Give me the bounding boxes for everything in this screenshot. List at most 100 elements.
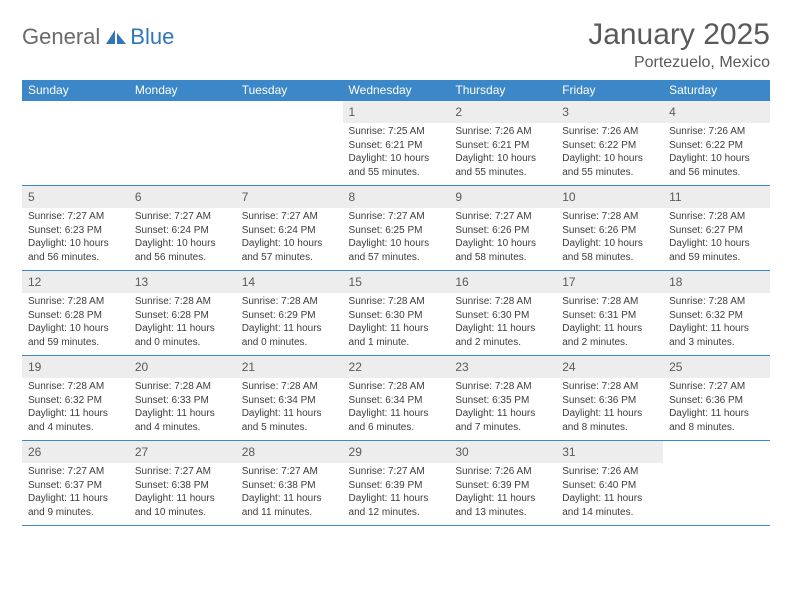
- day-number-cell: 4: [663, 101, 770, 124]
- sunrise-line: Sunrise: 7:26 AM: [455, 465, 550, 479]
- daylight-line: Daylight: 11 hours and 4 minutes.: [28, 407, 123, 434]
- sunset-line: Sunset: 6:32 PM: [28, 394, 123, 408]
- sunrise-line: Sunrise: 7:28 AM: [349, 380, 444, 394]
- sunset-line: Sunset: 6:39 PM: [455, 479, 550, 493]
- day-number: 30: [455, 445, 468, 459]
- sunrise-line: Sunrise: 7:28 AM: [135, 295, 230, 309]
- sunset-line: Sunset: 6:35 PM: [455, 394, 550, 408]
- day-number-cell: 23: [449, 356, 556, 379]
- daylight-line: Daylight: 11 hours and 13 minutes.: [455, 492, 550, 519]
- day-number: 15: [349, 275, 362, 289]
- daylight-line: Daylight: 11 hours and 2 minutes.: [562, 322, 657, 349]
- sunset-line: Sunset: 6:32 PM: [669, 309, 764, 323]
- sunset-line: Sunset: 6:24 PM: [135, 224, 230, 238]
- day-number: 23: [455, 360, 468, 374]
- title-block: January 2025 Portezuelo, Mexico: [588, 18, 770, 72]
- day-detail-cell: [22, 123, 129, 186]
- day-detail-cell: Sunrise: 7:26 AMSunset: 6:22 PMDaylight:…: [663, 123, 770, 186]
- day-detail-cell: Sunrise: 7:27 AMSunset: 6:24 PMDaylight:…: [236, 208, 343, 271]
- detail-row: Sunrise: 7:27 AMSunset: 6:23 PMDaylight:…: [22, 208, 770, 271]
- day-detail-cell: Sunrise: 7:28 AMSunset: 6:32 PMDaylight:…: [663, 293, 770, 356]
- daylight-line: Daylight: 11 hours and 1 minute.: [349, 322, 444, 349]
- day-header: Sunday: [22, 80, 129, 101]
- day-detail-cell: Sunrise: 7:25 AMSunset: 6:21 PMDaylight:…: [343, 123, 450, 186]
- day-header: Tuesday: [236, 80, 343, 101]
- day-number: 12: [28, 275, 41, 289]
- day-header-row: SundayMondayTuesdayWednesdayThursdayFrid…: [22, 80, 770, 101]
- day-number-cell: 11: [663, 186, 770, 209]
- sunset-line: Sunset: 6:21 PM: [349, 139, 444, 153]
- location-label: Portezuelo, Mexico: [588, 54, 770, 72]
- sunset-line: Sunset: 6:39 PM: [349, 479, 444, 493]
- day-number: 28: [242, 445, 255, 459]
- day-number-cell: 5: [22, 186, 129, 209]
- day-number-cell: 14: [236, 271, 343, 294]
- daylight-line: Daylight: 11 hours and 0 minutes.: [242, 322, 337, 349]
- sunrise-line: Sunrise: 7:27 AM: [28, 210, 123, 224]
- sunset-line: Sunset: 6:29 PM: [242, 309, 337, 323]
- daylight-line: Daylight: 11 hours and 2 minutes.: [455, 322, 550, 349]
- day-number-cell: 7: [236, 186, 343, 209]
- sunrise-line: Sunrise: 7:28 AM: [28, 380, 123, 394]
- sunset-line: Sunset: 6:34 PM: [242, 394, 337, 408]
- day-detail-cell: [129, 123, 236, 186]
- daylight-line: Daylight: 11 hours and 7 minutes.: [455, 407, 550, 434]
- day-detail-cell: Sunrise: 7:27 AMSunset: 6:26 PMDaylight:…: [449, 208, 556, 271]
- sunrise-line: Sunrise: 7:28 AM: [669, 295, 764, 309]
- calendar-table: SundayMondayTuesdayWednesdayThursdayFrid…: [22, 80, 770, 526]
- daynum-row: 1 2 3 4: [22, 101, 770, 124]
- day-detail-cell: Sunrise: 7:28 AMSunset: 6:34 PMDaylight:…: [236, 378, 343, 441]
- day-detail-cell: Sunrise: 7:28 AMSunset: 6:30 PMDaylight:…: [449, 293, 556, 356]
- day-number-cell: 31: [556, 441, 663, 464]
- day-number: 8: [349, 190, 356, 204]
- day-number-cell: 8: [343, 186, 450, 209]
- daylight-line: Daylight: 10 hours and 57 minutes.: [349, 237, 444, 264]
- day-detail-cell: Sunrise: 7:27 AMSunset: 6:23 PMDaylight:…: [22, 208, 129, 271]
- day-detail-cell: Sunrise: 7:28 AMSunset: 6:33 PMDaylight:…: [129, 378, 236, 441]
- day-detail-cell: Sunrise: 7:28 AMSunset: 6:30 PMDaylight:…: [343, 293, 450, 356]
- detail-row: Sunrise: 7:27 AMSunset: 6:37 PMDaylight:…: [22, 463, 770, 526]
- day-number-cell: 15: [343, 271, 450, 294]
- daylight-line: Daylight: 10 hours and 56 minutes.: [669, 152, 764, 179]
- brand-part2: Blue: [130, 24, 174, 50]
- sunrise-line: Sunrise: 7:28 AM: [28, 295, 123, 309]
- day-number-cell: 26: [22, 441, 129, 464]
- daynum-row: 12131415161718: [22, 271, 770, 294]
- daylight-line: Daylight: 10 hours and 58 minutes.: [455, 237, 550, 264]
- day-header: Wednesday: [343, 80, 450, 101]
- sunrise-line: Sunrise: 7:28 AM: [242, 295, 337, 309]
- day-detail-cell: Sunrise: 7:28 AMSunset: 6:32 PMDaylight:…: [22, 378, 129, 441]
- sunrise-line: Sunrise: 7:26 AM: [455, 125, 550, 139]
- brand-logo: General Blue: [22, 24, 174, 50]
- day-number: 7: [242, 190, 249, 204]
- day-detail-cell: Sunrise: 7:27 AMSunset: 6:25 PMDaylight:…: [343, 208, 450, 271]
- sunset-line: Sunset: 6:28 PM: [135, 309, 230, 323]
- sunrise-line: Sunrise: 7:27 AM: [669, 380, 764, 394]
- sunset-line: Sunset: 6:40 PM: [562, 479, 657, 493]
- sunrise-line: Sunrise: 7:28 AM: [455, 380, 550, 394]
- day-number: 2: [455, 105, 462, 119]
- day-number-cell: 24: [556, 356, 663, 379]
- sunset-line: Sunset: 6:36 PM: [562, 394, 657, 408]
- sunset-line: Sunset: 6:31 PM: [562, 309, 657, 323]
- sunset-line: Sunset: 6:28 PM: [28, 309, 123, 323]
- day-detail-cell: [236, 123, 343, 186]
- day-number-cell: 6: [129, 186, 236, 209]
- daylight-line: Daylight: 10 hours and 55 minutes.: [562, 152, 657, 179]
- day-detail-cell: Sunrise: 7:26 AMSunset: 6:39 PMDaylight:…: [449, 463, 556, 526]
- page-title: January 2025: [588, 18, 770, 52]
- day-number: 3: [562, 105, 569, 119]
- day-number: 5: [28, 190, 35, 204]
- daylight-line: Daylight: 11 hours and 8 minutes.: [562, 407, 657, 434]
- daylight-line: Daylight: 10 hours and 55 minutes.: [455, 152, 550, 179]
- day-number: 18: [669, 275, 682, 289]
- day-detail-cell: Sunrise: 7:28 AMSunset: 6:35 PMDaylight:…: [449, 378, 556, 441]
- sunrise-line: Sunrise: 7:28 AM: [669, 210, 764, 224]
- detail-row: Sunrise: 7:25 AMSunset: 6:21 PMDaylight:…: [22, 123, 770, 186]
- day-number-cell: 30: [449, 441, 556, 464]
- day-detail-cell: [663, 463, 770, 526]
- daylight-line: Daylight: 11 hours and 4 minutes.: [135, 407, 230, 434]
- sunset-line: Sunset: 6:26 PM: [455, 224, 550, 238]
- day-number-cell: 27: [129, 441, 236, 464]
- day-number: 1: [349, 105, 356, 119]
